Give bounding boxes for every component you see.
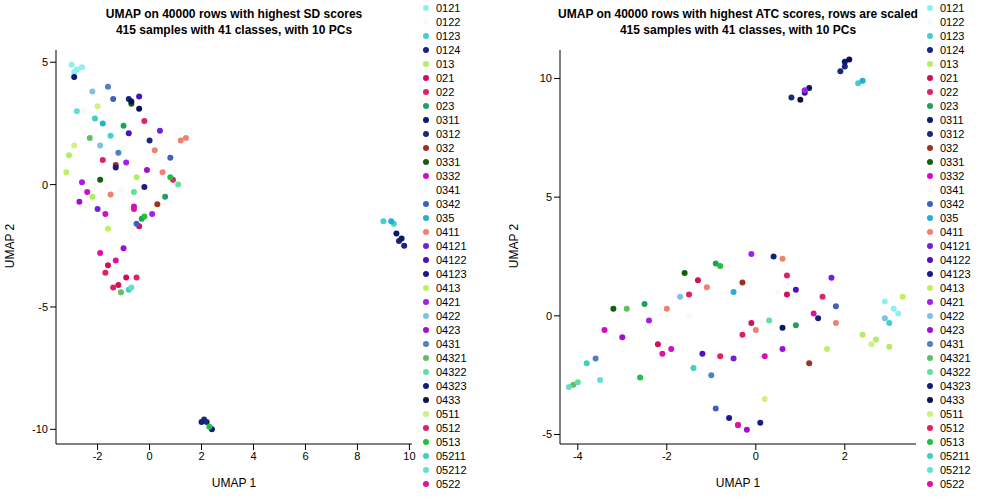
html-text:UMAP on 40000 rows with highes: UMAP on 40000 rows with highest SD score… (105, 7, 363, 21)
svg-text:0341: 0341 (940, 184, 964, 196)
svg-text:0121: 0121 (436, 2, 460, 14)
svg-text:10: 10 (540, 72, 552, 84)
svg-text:0411: 0411 (436, 226, 460, 238)
svg-text:0: 0 (146, 450, 152, 462)
html-text:UMAP 2: UMAP 2 (3, 223, 17, 269)
svg-text:023: 023 (940, 100, 958, 112)
svg-text:0124: 0124 (940, 44, 964, 56)
svg-text:05212: 05212 (940, 464, 971, 476)
svg-text:035: 035 (436, 212, 454, 224)
svg-text:0423: 0423 (940, 324, 964, 336)
svg-text:04321: 04321 (940, 352, 971, 364)
svg-text:-5: -5 (38, 301, 48, 313)
svg-text:0433: 0433 (940, 394, 964, 406)
svg-text:0121: 0121 (940, 2, 964, 14)
svg-text:0332: 0332 (436, 170, 460, 182)
svg-text:0511: 0511 (436, 408, 460, 420)
svg-text:032: 032 (436, 142, 454, 154)
svg-text:04121: 04121 (436, 240, 467, 252)
svg-text:013: 013 (940, 58, 958, 70)
svg-text:0423: 0423 (436, 324, 460, 336)
svg-text:04122: 04122 (940, 254, 971, 266)
html-text:415 samples with 41 classes, w: 415 samples with 41 classes, with 10 PCs (115, 23, 353, 37)
svg-text:-2: -2 (662, 450, 672, 462)
svg-text:022: 022 (436, 86, 454, 98)
svg-text:6: 6 (302, 450, 308, 462)
svg-text:0511: 0511 (940, 408, 964, 420)
svg-text:022: 022 (940, 86, 958, 98)
svg-text:0342: 0342 (940, 198, 964, 210)
svg-text:0512: 0512 (940, 422, 964, 434)
svg-text:0312: 0312 (436, 128, 460, 140)
svg-text:0124: 0124 (436, 44, 460, 56)
svg-text:0311: 0311 (940, 114, 964, 126)
svg-text:0421: 0421 (436, 296, 460, 308)
svg-text:0512: 0512 (436, 422, 460, 434)
svg-text:0421: 0421 (940, 296, 964, 308)
svg-text:0341: 0341 (436, 184, 460, 196)
svg-text:10: 10 (403, 450, 415, 462)
html-text:UMAP 2: UMAP 2 (507, 223, 521, 269)
svg-text:-5: -5 (542, 428, 552, 440)
svg-text:0513: 0513 (940, 436, 964, 448)
svg-text:-4: -4 (573, 450, 583, 462)
svg-text:04323: 04323 (436, 380, 467, 392)
svg-text:05211: 05211 (940, 450, 970, 462)
svg-text:04121: 04121 (940, 240, 971, 252)
svg-text:04321: 04321 (436, 352, 467, 364)
svg-text:05211: 05211 (436, 450, 466, 462)
svg-text:05212: 05212 (436, 464, 467, 476)
svg-text:021: 021 (436, 72, 454, 84)
svg-text:0522: 0522 (940, 478, 964, 490)
svg-text:0422: 0422 (436, 310, 460, 322)
svg-text:04322: 04322 (436, 366, 467, 378)
svg-text:023: 023 (436, 100, 454, 112)
svg-text:0332: 0332 (940, 170, 964, 182)
svg-text:021: 021 (940, 72, 958, 84)
svg-text:0: 0 (42, 179, 48, 191)
html-text:415 samples with 41 classes, w: 415 samples with 41 classes, with 10 PCs (619, 23, 857, 37)
html-text:UMAP on 40000 rows with highes: UMAP on 40000 rows with highest ATC scor… (558, 7, 918, 21)
svg-text:0311: 0311 (436, 114, 460, 126)
svg-text:0331: 0331 (940, 156, 964, 168)
svg-text:0331: 0331 (436, 156, 460, 168)
svg-text:0513: 0513 (436, 436, 460, 448)
svg-text:0: 0 (753, 450, 759, 462)
svg-text:0123: 0123 (436, 30, 460, 42)
svg-text:0413: 0413 (436, 282, 460, 294)
svg-text:0413: 0413 (940, 282, 964, 294)
svg-text:2: 2 (842, 450, 848, 462)
svg-text:04322: 04322 (940, 366, 971, 378)
svg-text:8: 8 (354, 450, 360, 462)
html-text:UMAP 1: UMAP 1 (211, 476, 257, 490)
svg-text:0433: 0433 (436, 394, 460, 406)
svg-text:0342: 0342 (436, 198, 460, 210)
svg-text:5: 5 (42, 56, 48, 68)
svg-text:0522: 0522 (436, 478, 460, 490)
svg-text:0312: 0312 (940, 128, 964, 140)
svg-text:04122: 04122 (436, 254, 467, 266)
html-text:UMAP 1: UMAP 1 (715, 476, 761, 490)
svg-text:04123: 04123 (436, 268, 467, 280)
svg-text:0431: 0431 (940, 338, 964, 350)
svg-text:0431: 0431 (436, 338, 460, 350)
svg-text:0: 0 (546, 310, 552, 322)
svg-text:0123: 0123 (940, 30, 964, 42)
svg-text:04123: 04123 (940, 268, 971, 280)
svg-text:0411: 0411 (940, 226, 964, 238)
svg-text:0122: 0122 (940, 16, 964, 28)
svg-text:032: 032 (940, 142, 958, 154)
svg-text:2: 2 (198, 450, 204, 462)
svg-text:-2: -2 (93, 450, 103, 462)
svg-text:5: 5 (546, 191, 552, 203)
svg-text:0122: 0122 (436, 16, 460, 28)
svg-text:04323: 04323 (940, 380, 971, 392)
svg-text:035: 035 (940, 212, 958, 224)
svg-text:-10: -10 (32, 423, 48, 435)
svg-text:4: 4 (250, 450, 256, 462)
svg-text:0422: 0422 (940, 310, 964, 322)
svg-text:013: 013 (436, 58, 454, 70)
